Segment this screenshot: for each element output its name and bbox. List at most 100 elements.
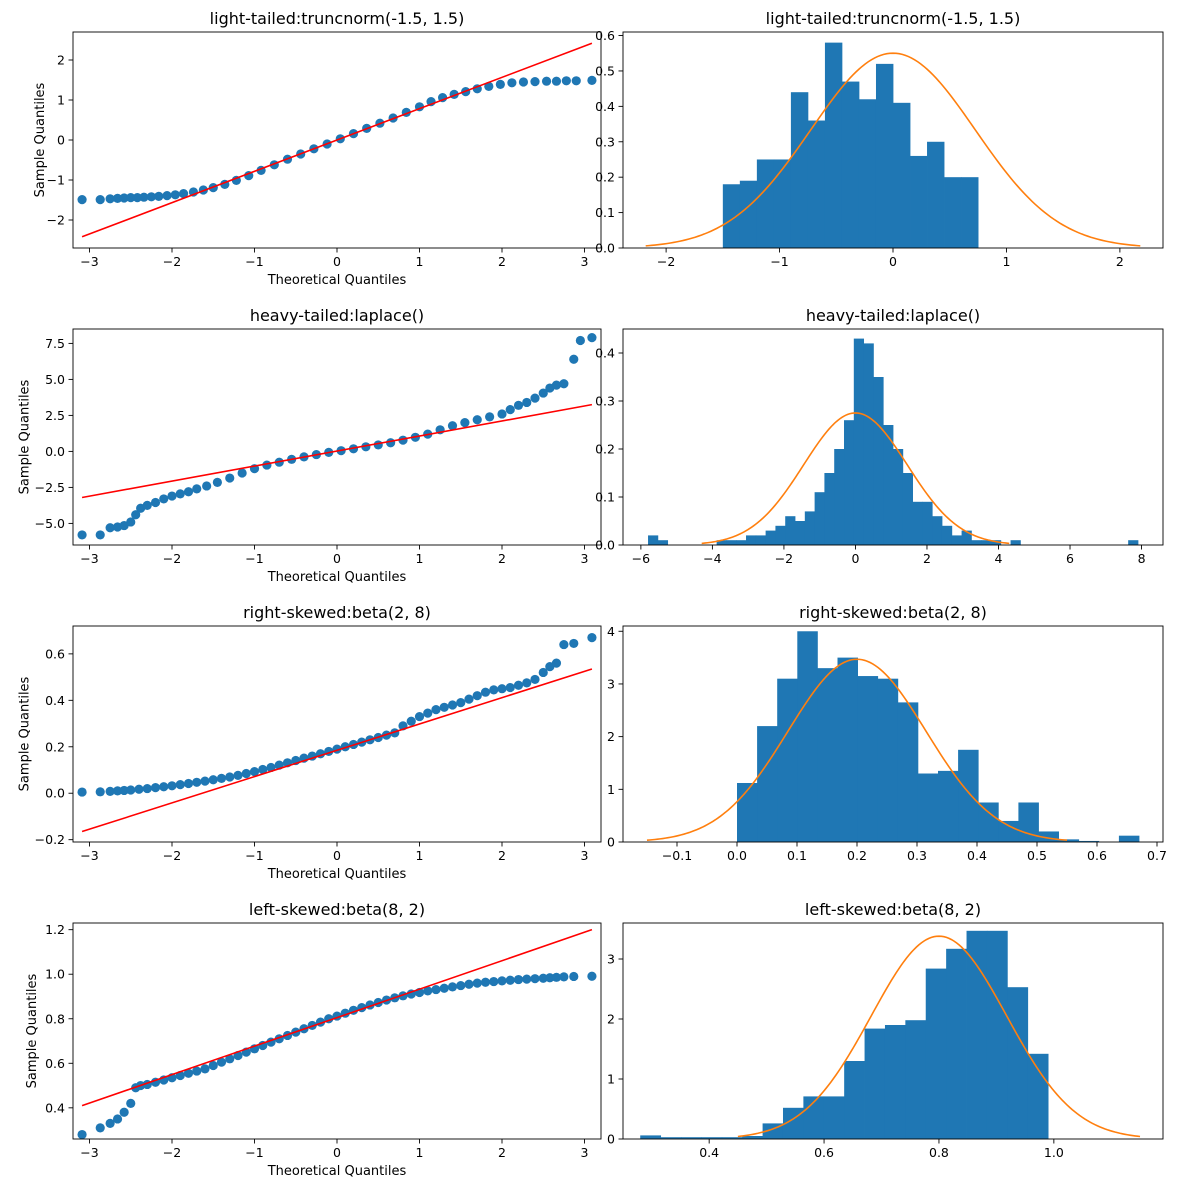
- plot-area: [77, 42, 597, 238]
- qq-point: [162, 191, 172, 201]
- qq-point: [571, 76, 581, 86]
- plot-area: [646, 631, 1140, 842]
- y-tick-label: 0.2: [595, 442, 615, 457]
- x-tick-label: 0.4: [699, 1145, 719, 1160]
- histogram-bar: [883, 425, 894, 545]
- chart-title: left-skewed:beta(8, 2): [805, 900, 981, 919]
- qq-point: [480, 977, 491, 987]
- y-axis-label: Sample Quantiles: [33, 82, 48, 197]
- qq-point: [154, 191, 164, 201]
- y-tick-label: 0.1: [595, 490, 615, 505]
- y-tick-label: 0: [607, 835, 615, 850]
- y-tick-label: 3: [607, 676, 615, 691]
- qq-point: [167, 491, 177, 501]
- qq-point: [95, 787, 105, 797]
- qq-point: [561, 76, 571, 86]
- histogram-bar: [966, 930, 988, 1139]
- histogram-bar: [905, 1020, 927, 1139]
- y-tick-label: 0.0: [45, 786, 65, 801]
- histogram-bar: [1038, 831, 1059, 842]
- qq-point: [159, 494, 169, 504]
- qq-reference-line: [81, 403, 593, 499]
- x-tick-label: −1: [245, 1145, 263, 1160]
- x-tick-label: 0.5: [1027, 848, 1047, 863]
- panel-1-qq: −3 −2 −1 0 1 2 3 −2 −1 0 1 2 light-tailed:truncnorm(…: [33, 9, 602, 288]
- histogram-bar: [795, 521, 806, 545]
- qq-point: [460, 418, 470, 428]
- qq-point: [456, 698, 466, 708]
- qq-point: [361, 442, 371, 452]
- plot-area: [640, 930, 1141, 1139]
- x-tick-label: 0.7: [1147, 848, 1167, 863]
- y-tick-label: 0.8: [45, 1011, 65, 1026]
- qq-point: [119, 1107, 129, 1117]
- x-tick-label: 0: [333, 254, 341, 269]
- qq-point: [183, 778, 194, 789]
- qq-point: [551, 380, 562, 390]
- x-tick-label: 0: [333, 551, 341, 566]
- qq-point: [183, 487, 194, 497]
- qq-point: [569, 971, 579, 982]
- x-axis-label: Theoretical Quantiles: [267, 273, 407, 288]
- y-tick-label: 0: [57, 133, 65, 148]
- qq-point: [423, 986, 433, 996]
- histogram-bar: [925, 968, 947, 1139]
- histogram-bar: [917, 773, 939, 842]
- qq-point: [225, 772, 235, 782]
- histogram-bar: [944, 177, 962, 248]
- qq-reference-line: [81, 928, 593, 1107]
- qq-point: [575, 335, 585, 346]
- x-tick-label: 0: [851, 551, 859, 566]
- plot-area: [77, 633, 597, 833]
- histogram-bar: [858, 99, 877, 248]
- x-tick-label: 3: [581, 254, 589, 269]
- histogram-bar: [938, 770, 959, 842]
- x-tick-label: −3: [80, 254, 98, 269]
- histogram-bar: [981, 540, 992, 545]
- qq-point: [386, 438, 396, 448]
- qq-point: [233, 770, 243, 780]
- histogram-bar: [648, 535, 659, 545]
- histogram-bar: [922, 501, 933, 545]
- panel-7-qq: −3 −2 −1 0 1 2 3 0.4 0.6 0.8 1.0 1.2 left-skewed:bet…: [25, 900, 602, 1179]
- histogram-bar: [941, 525, 953, 545]
- x-tick-label: −1: [245, 848, 263, 863]
- qq-point: [587, 333, 597, 343]
- histogram-bar: [660, 1137, 682, 1139]
- qq-point: [126, 193, 136, 203]
- chart-title: left-skewed:beta(8, 2): [249, 900, 425, 919]
- chart-title: heavy-tailed:laplace(): [806, 306, 980, 325]
- qq-point: [112, 786, 123, 796]
- chart-title: heavy-tailed:laplace(): [250, 306, 424, 325]
- qq-point: [587, 633, 597, 643]
- x-tick-label: 1.0: [1044, 1145, 1064, 1160]
- histogram-bar: [681, 1137, 702, 1139]
- panel-5-qq: −3 −2 −1 0 1 2 3 −0.2 0.0 0.2 0.4 0.6 right-skewed:b…: [18, 603, 602, 882]
- qq-point: [522, 974, 532, 984]
- x-tick-label: 1: [416, 1145, 424, 1160]
- axes-frame: [72, 922, 602, 1140]
- y-tick-label: 0.3: [595, 394, 615, 409]
- qq-point: [447, 700, 458, 710]
- x-tick-label: −3: [80, 551, 98, 566]
- histogram-bar: [736, 540, 747, 545]
- x-tick-label: 3: [581, 551, 589, 566]
- qq-point: [77, 530, 87, 540]
- y-tick-label: 1: [57, 93, 65, 108]
- x-tick-label: 0.4: [967, 848, 987, 863]
- histogram-bar: [807, 120, 826, 248]
- qq-point: [513, 974, 524, 985]
- histogram-bar: [864, 1028, 886, 1139]
- histogram-bar: [961, 177, 979, 248]
- qq-point: [472, 978, 482, 988]
- histogram-bar: [902, 473, 913, 545]
- qq-point: [406, 716, 416, 726]
- qq-point: [538, 973, 548, 983]
- qq-point: [112, 193, 123, 203]
- histogram-bar: [912, 501, 923, 545]
- qq-point: [131, 510, 141, 520]
- x-tick-label: 1: [1002, 254, 1010, 269]
- x-tick-label: −0.1: [662, 848, 692, 863]
- x-tick-label: 2: [498, 848, 506, 863]
